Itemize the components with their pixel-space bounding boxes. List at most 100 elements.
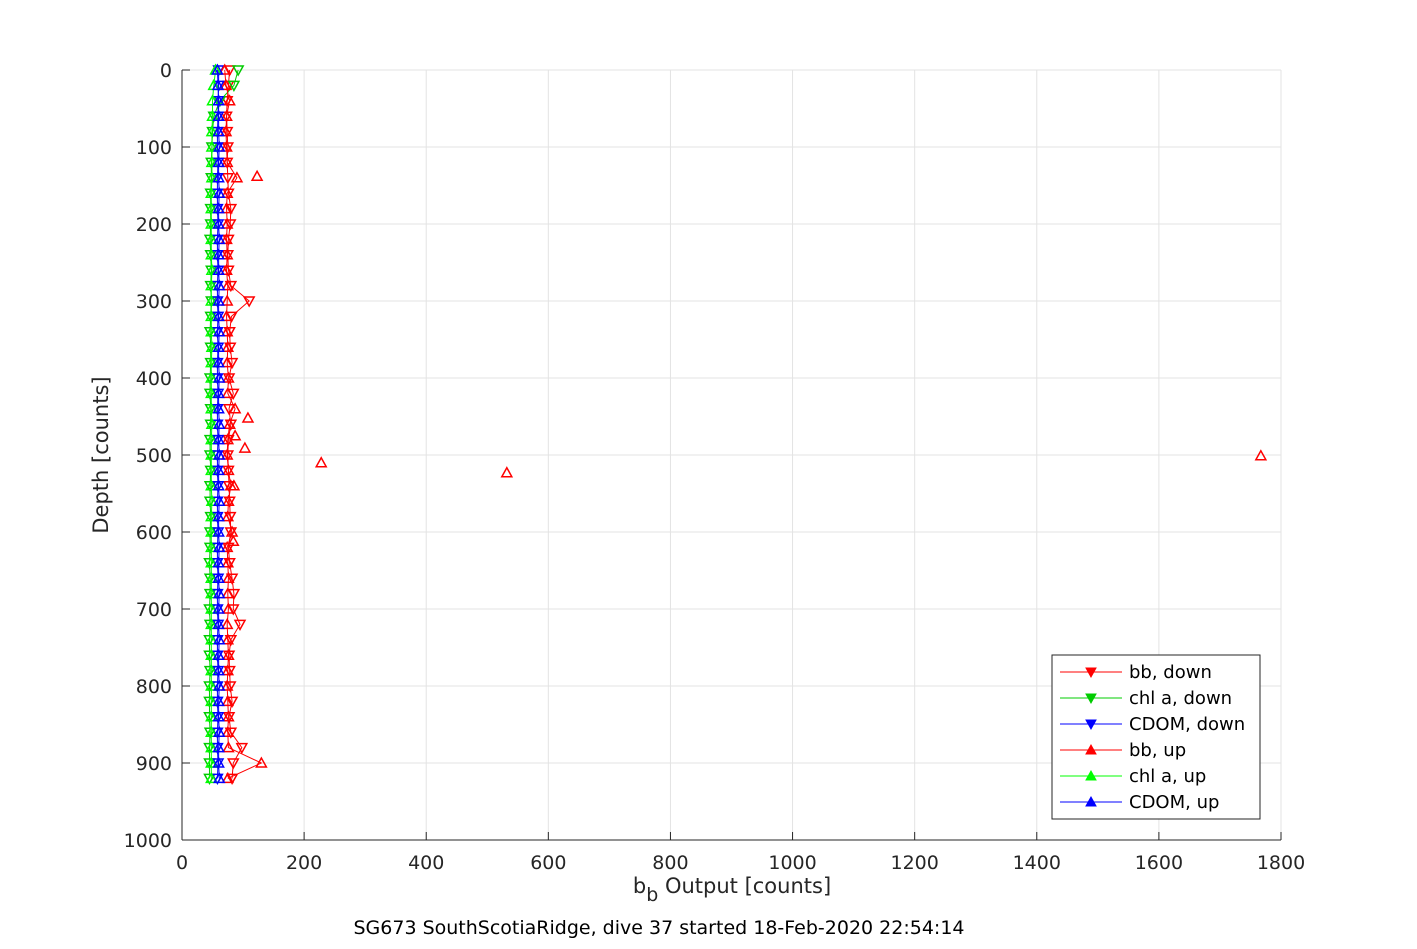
data-point (212, 294, 225, 306)
data-point (212, 494, 226, 506)
y-tick-label: 300 (136, 291, 172, 313)
data-point (205, 140, 219, 152)
data-point (212, 155, 225, 168)
y-tick-label: 0 (160, 60, 172, 82)
x-tick-label: 600 (530, 852, 566, 874)
data-point (220, 248, 234, 260)
legend: bb, down chl a, down CDOM, down bb, up chl a… (1051, 654, 1261, 820)
data-point (224, 727, 238, 739)
data-point (212, 279, 226, 291)
data-point (233, 619, 247, 631)
data-point (212, 417, 226, 429)
data-point (212, 433, 225, 445)
data-point (222, 371, 235, 383)
data-point (218, 63, 232, 75)
data-point (220, 263, 233, 275)
legend-label: chl a, up (1129, 766, 1206, 787)
data-point (203, 650, 216, 662)
data-point (205, 679, 218, 691)
data-point (205, 756, 218, 768)
data-point (205, 617, 218, 630)
data-point (205, 171, 219, 183)
y-axis-label: Depth [counts] (89, 376, 113, 533)
data-point (223, 417, 236, 429)
data-point (205, 556, 218, 568)
data-point (212, 202, 225, 214)
data-point (205, 587, 218, 599)
data-point (220, 294, 234, 306)
data-point (211, 63, 224, 75)
data-point (220, 679, 234, 691)
x-tick-label: 0 (176, 852, 188, 874)
data-point (205, 371, 218, 383)
data-point (205, 771, 218, 784)
data-point (212, 356, 225, 368)
outlier-point (241, 411, 255, 423)
data-point (220, 155, 234, 168)
data-point (205, 417, 219, 429)
y-tick-label: 500 (136, 445, 172, 467)
x-tick-label: 200 (286, 852, 322, 874)
data-point (205, 463, 218, 476)
data-point (212, 402, 225, 414)
data-point (212, 171, 225, 183)
data-point (205, 602, 218, 614)
data-point (203, 496, 217, 508)
data-point (205, 710, 218, 722)
data-point (224, 203, 238, 216)
data-point (212, 125, 225, 137)
data-point (205, 202, 218, 214)
data-point (205, 309, 218, 322)
x-tick-label: 1600 (1135, 852, 1183, 874)
data-point (203, 712, 216, 724)
y-tick-label: 800 (136, 676, 172, 698)
data-point (221, 340, 235, 352)
data-point (220, 232, 233, 245)
data-point (205, 525, 218, 537)
data-point (203, 604, 216, 616)
data-point (221, 587, 235, 599)
data-point (212, 248, 225, 260)
data-point (221, 173, 235, 185)
data-point (205, 248, 218, 260)
legend-label: CDOM, up (1129, 792, 1219, 813)
data-point (221, 771, 235, 784)
legend-label: CDOM, down (1129, 714, 1245, 735)
data-point (223, 558, 236, 570)
data-point (211, 78, 225, 91)
data-point (212, 679, 226, 691)
data-point (212, 648, 225, 660)
legend-marker (1085, 719, 1097, 731)
data-point (220, 617, 234, 630)
data-point (205, 402, 218, 414)
data-point (220, 448, 234, 460)
x-label-rest: Output [counts] (658, 874, 831, 898)
data-point (231, 65, 245, 77)
outlier-point (314, 456, 328, 468)
data-point (205, 510, 218, 522)
data-point (224, 635, 238, 647)
data-point (227, 758, 240, 770)
y-tick-label: 900 (136, 753, 172, 775)
outlier-point (227, 534, 240, 546)
data-point (205, 433, 218, 445)
y-tick-label: 100 (136, 137, 172, 159)
data-point (227, 80, 241, 92)
y-tick-label: 200 (136, 214, 172, 236)
data-point (205, 125, 219, 137)
data-point (205, 741, 218, 753)
legend-marker (1085, 667, 1097, 679)
data-point (205, 263, 219, 275)
x-tick-label: 1800 (1257, 852, 1305, 874)
data-point (205, 571, 218, 583)
data-point (205, 217, 218, 229)
data-point (222, 741, 235, 753)
legend-marker (1085, 769, 1097, 781)
data-point (212, 525, 225, 537)
data-point (205, 664, 218, 676)
data-point (212, 263, 225, 275)
data-point (220, 325, 234, 337)
data-point (212, 479, 225, 491)
data-point (212, 725, 226, 737)
